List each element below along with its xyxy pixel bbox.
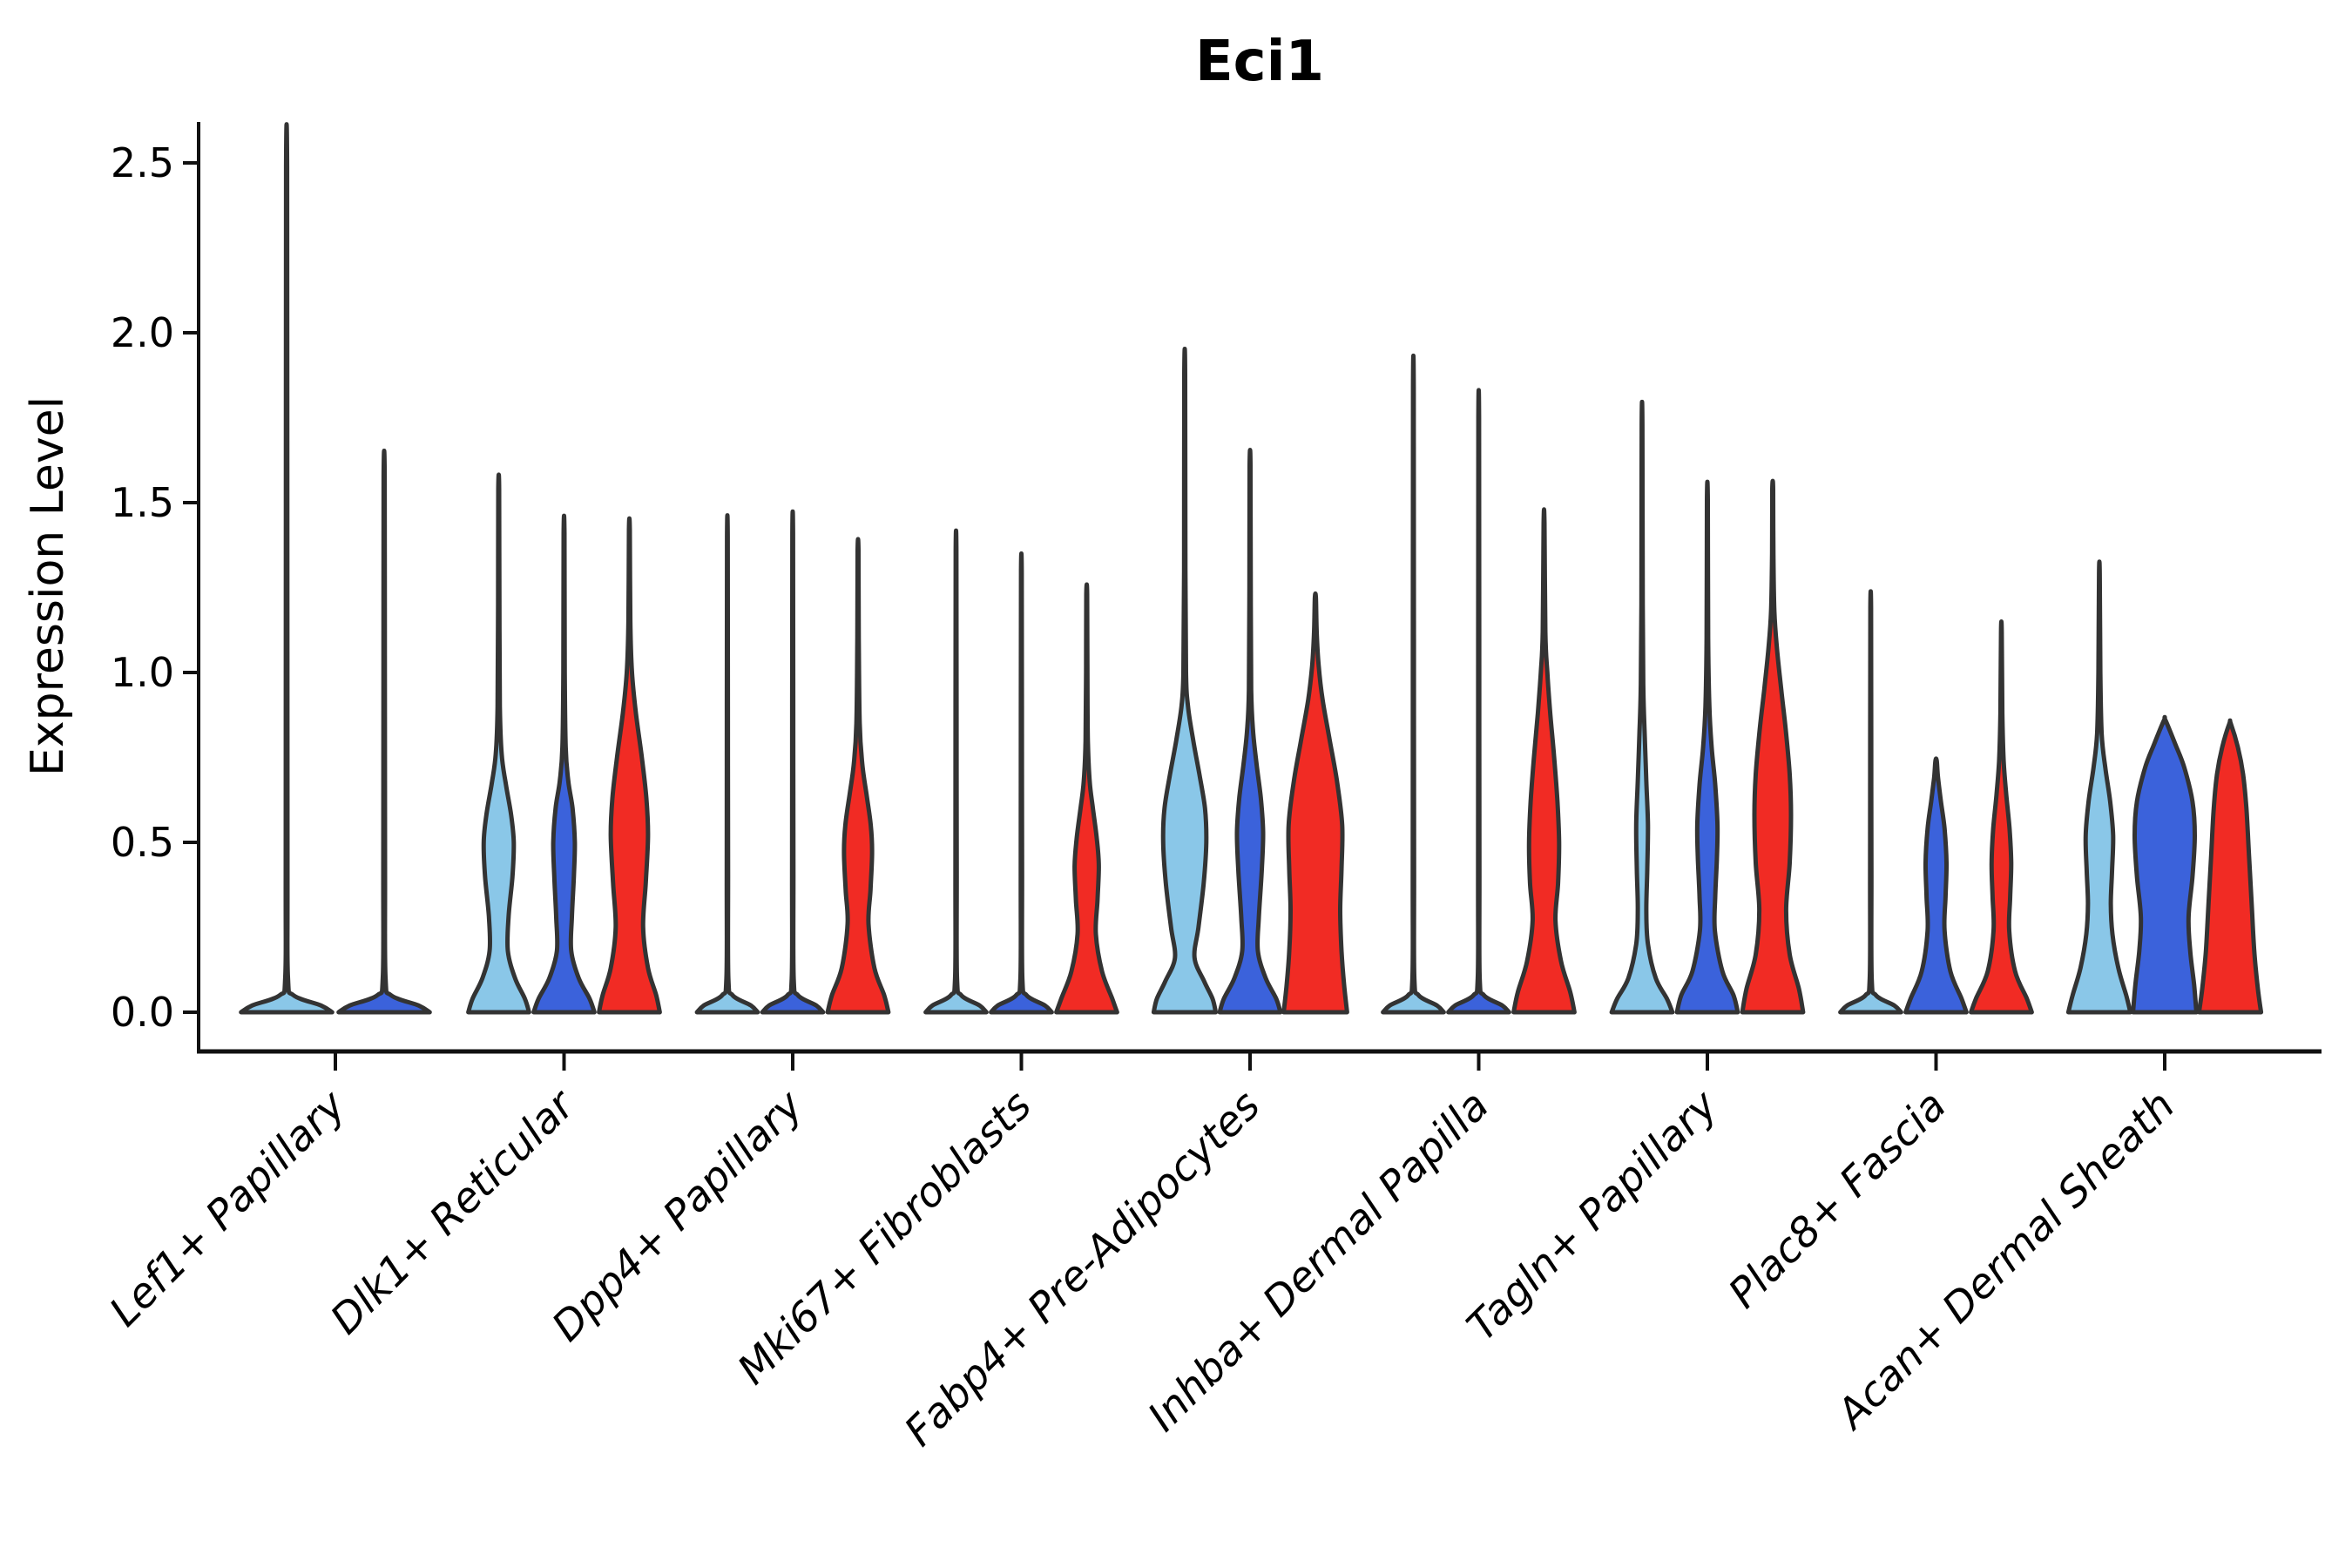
x-tick-label: Lef1+ Papillary <box>100 1081 355 1336</box>
violin-light-blue <box>694 513 760 1015</box>
violin-red <box>597 516 662 1015</box>
violin-red <box>825 537 891 1015</box>
x-tick-label: Dpp4+ Papillary <box>543 1081 813 1351</box>
x-tick-label: Tagln+ Papillary <box>1458 1081 1728 1351</box>
violin-red <box>1511 507 1577 1015</box>
y-tick-label: 1.5 <box>111 479 174 526</box>
violin-blue <box>336 449 432 1015</box>
violin-light-blue <box>2065 559 2133 1015</box>
violin-blue <box>2131 714 2199 1015</box>
violin-blue <box>760 510 826 1015</box>
violin-red <box>1054 582 1119 1015</box>
violin-light-blue <box>1151 347 1219 1015</box>
chart-title: Eci1 <box>1195 30 1324 94</box>
x-tick-label: Plac8+ Fascia <box>1720 1082 1956 1318</box>
y-tick-label: 0.0 <box>111 989 174 1036</box>
violin-light-blue <box>239 122 335 1015</box>
x-tick-label: Dlk1+ Reticular <box>321 1080 585 1344</box>
y-ticks-layer: 0.0 0.5 1.0 1.5 2.0 2.5 <box>111 139 199 1036</box>
violin-red <box>1740 478 1806 1015</box>
violin-blue <box>1903 756 1969 1015</box>
violin-light-blue <box>923 528 989 1015</box>
violin-blue <box>1217 448 1283 1015</box>
violin-light-blue <box>466 472 531 1015</box>
y-tick-label: 2.0 <box>111 309 174 356</box>
violin-light-blue <box>1838 589 1903 1015</box>
violin-blue <box>1674 479 1740 1015</box>
violin-blue <box>989 551 1054 1015</box>
axes-layer <box>197 122 2322 1054</box>
violin-blue <box>1446 388 1511 1015</box>
y-tick-label: 0.5 <box>111 819 174 866</box>
violin-light-blue <box>1381 353 1446 1015</box>
violin-red <box>2196 718 2264 1015</box>
violin-blue <box>531 513 597 1015</box>
violins-layer <box>239 122 2264 1015</box>
violin-red <box>1281 591 1349 1015</box>
y-axis-label: Expression Level <box>22 396 74 776</box>
violin-red <box>1969 619 2034 1015</box>
y-tick-label: 1.0 <box>111 649 174 696</box>
y-tick-label: 2.5 <box>111 139 174 186</box>
violin-light-blue <box>1609 400 1675 1015</box>
